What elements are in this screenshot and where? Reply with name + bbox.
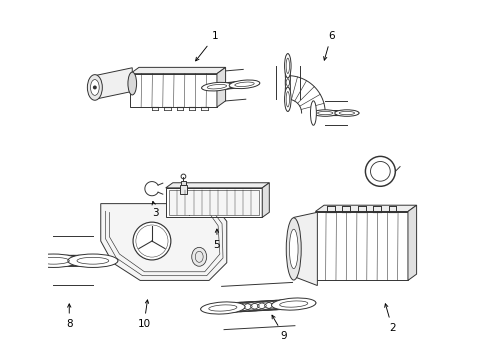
Ellipse shape <box>87 75 102 100</box>
Polygon shape <box>130 67 225 74</box>
Ellipse shape <box>284 54 290 78</box>
Text: 9: 9 <box>271 315 286 341</box>
Text: 8: 8 <box>66 304 72 329</box>
Ellipse shape <box>334 110 358 116</box>
Polygon shape <box>165 183 269 188</box>
Text: 7: 7 <box>371 157 383 167</box>
Ellipse shape <box>90 80 99 95</box>
Circle shape <box>93 85 97 89</box>
Ellipse shape <box>128 72 136 95</box>
FancyBboxPatch shape <box>165 188 262 217</box>
Ellipse shape <box>28 254 79 267</box>
Polygon shape <box>315 205 416 212</box>
Text: 6: 6 <box>323 31 334 60</box>
Ellipse shape <box>312 110 337 116</box>
Ellipse shape <box>200 302 244 314</box>
FancyBboxPatch shape <box>180 185 186 194</box>
Circle shape <box>365 156 394 186</box>
Polygon shape <box>407 205 416 280</box>
Ellipse shape <box>201 82 232 91</box>
FancyBboxPatch shape <box>315 212 407 280</box>
Ellipse shape <box>68 254 118 267</box>
Text: 10: 10 <box>137 300 150 329</box>
Ellipse shape <box>229 80 259 89</box>
FancyBboxPatch shape <box>130 74 217 107</box>
Circle shape <box>133 222 170 260</box>
Polygon shape <box>293 212 317 285</box>
Ellipse shape <box>191 247 206 266</box>
Polygon shape <box>262 183 269 217</box>
FancyBboxPatch shape <box>181 181 185 185</box>
Polygon shape <box>101 204 226 280</box>
FancyBboxPatch shape <box>168 190 259 215</box>
Ellipse shape <box>289 229 298 269</box>
Text: 5: 5 <box>213 229 220 250</box>
Polygon shape <box>95 68 132 99</box>
Ellipse shape <box>271 298 315 310</box>
Polygon shape <box>217 67 225 107</box>
Text: 2: 2 <box>384 304 395 333</box>
Ellipse shape <box>284 87 290 111</box>
Text: 4: 4 <box>183 200 190 219</box>
Ellipse shape <box>285 218 301 280</box>
Ellipse shape <box>310 101 316 125</box>
Text: 3: 3 <box>152 201 159 219</box>
Text: 1: 1 <box>195 31 218 61</box>
